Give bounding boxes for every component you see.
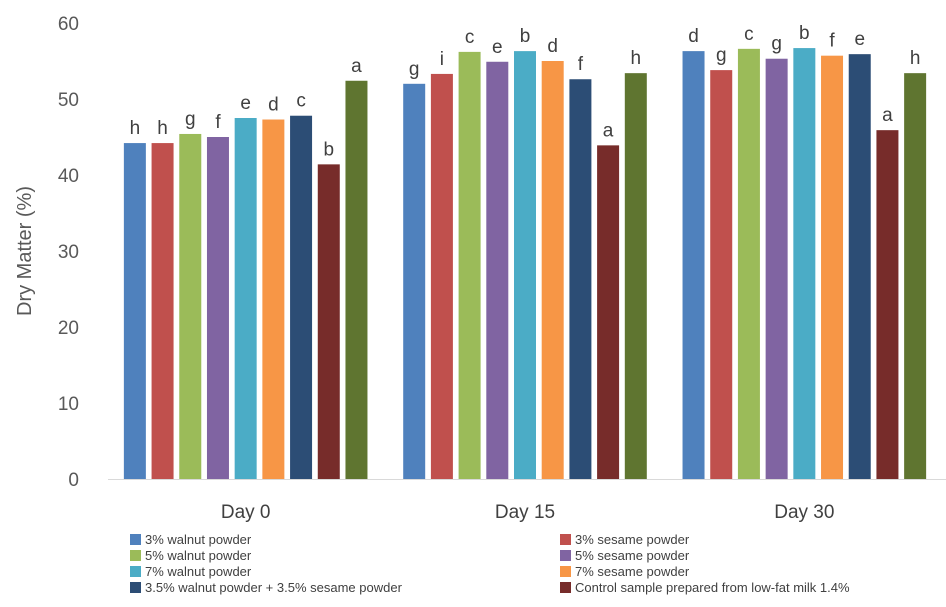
bar xyxy=(737,48,760,480)
legend-item: 5% sesame powder xyxy=(560,547,690,563)
bar xyxy=(765,58,788,479)
bar xyxy=(458,51,481,479)
bar-data-label: b xyxy=(520,26,531,47)
x-tick-label: Day 15 xyxy=(495,502,555,523)
bar-data-label: a xyxy=(351,56,362,77)
legend-label: 7% walnut powder xyxy=(145,563,252,579)
bar-data-label: a xyxy=(882,105,893,126)
bar-data-label: c xyxy=(744,24,754,45)
bars-group xyxy=(123,48,927,480)
bar xyxy=(597,145,620,480)
bar-data-label: e xyxy=(240,93,251,114)
bar xyxy=(569,79,592,480)
bar-data-label: f xyxy=(829,31,835,52)
bar xyxy=(848,54,871,479)
legend-swatch xyxy=(130,581,141,593)
bar-data-label: f xyxy=(578,54,584,75)
x-tick-label: Day 30 xyxy=(774,502,834,523)
legend-label: 5% walnut powder xyxy=(145,547,252,563)
y-tick-label: 50 xyxy=(58,90,79,111)
y-tick-label: 60 xyxy=(58,14,79,35)
bar xyxy=(541,61,564,479)
bar xyxy=(793,48,816,480)
bar xyxy=(403,83,426,480)
bar-data-label: g xyxy=(409,59,420,80)
bar xyxy=(206,137,229,479)
bar xyxy=(123,143,146,479)
bar xyxy=(624,73,647,479)
bar-data-label: h xyxy=(157,118,168,139)
bar xyxy=(345,80,368,479)
bar xyxy=(514,51,536,480)
legend-label: 7% sesame powder xyxy=(575,563,690,579)
legend-item: 3% sesame powder xyxy=(560,531,690,547)
x-axis-category-labels: Day 0 Day 15 Day 30 xyxy=(221,502,835,523)
legend-item: 7% sesame powder xyxy=(560,563,690,579)
bar-data-label: b xyxy=(799,23,810,44)
bar xyxy=(179,133,202,479)
bar-data-label: e xyxy=(492,37,503,58)
legend-item: 5% walnut powder xyxy=(130,547,252,563)
y-axis-title: Dry Matter (%) xyxy=(14,186,36,316)
bar xyxy=(821,55,844,480)
bar-data-label: f xyxy=(215,112,221,133)
bar xyxy=(430,73,453,480)
bar-data-label: i xyxy=(440,49,444,70)
legend-swatch xyxy=(560,549,571,561)
bar xyxy=(710,70,733,480)
legend-swatch xyxy=(130,533,141,545)
y-axis-ticks: 0 10 20 30 40 50 60 xyxy=(58,14,79,491)
bar xyxy=(317,164,340,480)
legend-item: 7% walnut powder xyxy=(130,563,252,579)
legend-label: 3.5% walnut powder + 3.5% sesame powder xyxy=(145,579,402,595)
bar xyxy=(234,118,257,479)
bar-data-label: d xyxy=(268,95,279,116)
legend-swatch xyxy=(560,565,571,577)
y-tick-label: 20 xyxy=(58,318,79,339)
bar xyxy=(486,61,509,479)
bar-data-label: b xyxy=(323,139,334,160)
y-tick-label: 30 xyxy=(58,242,79,263)
bar xyxy=(682,51,705,480)
x-tick-label: Day 0 xyxy=(221,502,271,523)
bar xyxy=(262,119,285,480)
bar xyxy=(290,115,313,479)
bar-data-label: g xyxy=(185,109,196,130)
legend-item: Control sample prepared from low-fat mil… xyxy=(560,579,850,595)
bar-data-label: g xyxy=(716,45,727,66)
legend-swatch xyxy=(560,533,571,545)
bar-data-label: h xyxy=(910,48,921,69)
legend-label: Control sample prepared from low-fat mil… xyxy=(575,579,850,595)
legend-item: 3% walnut powder xyxy=(130,531,252,547)
y-tick-label: 40 xyxy=(58,166,79,187)
legend-item: 3.5% walnut powder + 3.5% sesame powder xyxy=(130,579,402,595)
legend-swatch xyxy=(130,549,141,561)
bar-data-label: h xyxy=(631,48,642,69)
legend-label: 3% walnut powder xyxy=(145,531,252,547)
bar xyxy=(904,73,927,479)
legend: 3% walnut powder 3% sesame powder 5% walnu… xyxy=(130,532,946,607)
bar-data-label: h xyxy=(130,118,141,139)
bar-data-label: d xyxy=(547,36,558,57)
bar-data-label: d xyxy=(688,26,699,47)
legend-swatch xyxy=(130,565,141,577)
y-tick-label: 10 xyxy=(58,394,79,415)
bar-data-label: e xyxy=(854,29,865,50)
legend-swatch xyxy=(560,581,571,593)
bar xyxy=(151,143,174,479)
bar-data-label: a xyxy=(603,120,614,141)
bar-data-label: c xyxy=(296,91,306,112)
legend-label: 3% sesame powder xyxy=(575,531,690,547)
y-tick-label: 0 xyxy=(68,470,79,491)
bar-data-label: c xyxy=(465,27,475,48)
bar-data-label: g xyxy=(771,34,782,55)
bar xyxy=(876,130,899,479)
legend-label: 5% sesame powder xyxy=(575,547,690,563)
